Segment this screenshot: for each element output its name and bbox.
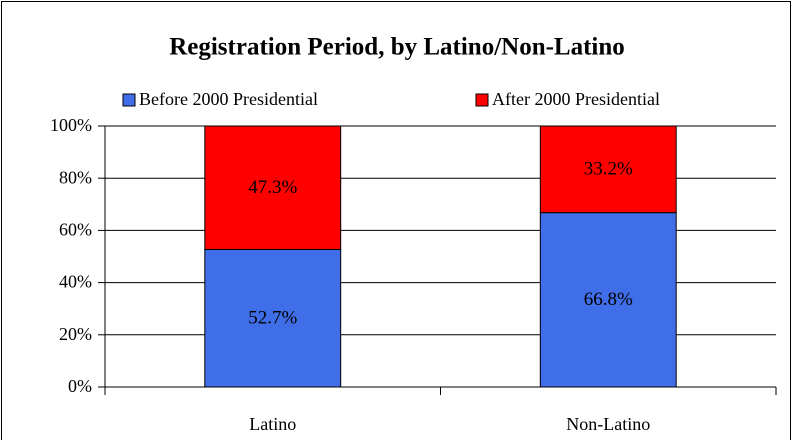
data-label: 66.8%: [584, 289, 633, 310]
y-tick-label: 20%: [59, 324, 92, 344]
bar-segment: [204, 125, 342, 250]
legend-swatch: [475, 93, 489, 107]
y-tick-label: 0%: [68, 376, 92, 396]
y-tick-label: 100%: [50, 115, 92, 135]
x-tick-label: Non-Latino: [566, 414, 650, 434]
data-label: 33.2%: [584, 159, 633, 180]
legend-swatch: [122, 93, 136, 107]
y-tick-label: 60%: [59, 220, 92, 240]
data-label: 47.3%: [248, 177, 297, 198]
chart-title: Registration Period, by Latino/Non-Latin…: [169, 34, 625, 61]
y-tick-label: 40%: [59, 272, 92, 292]
y-tick-label: 80%: [59, 167, 92, 187]
data-label: 52.7%: [248, 308, 297, 329]
legend-label: After 2000 Presidential: [492, 89, 660, 109]
legend-label: Before 2000 Presidential: [139, 89, 318, 109]
bar-segment: [539, 125, 677, 214]
x-tick-label: Latino: [249, 414, 296, 434]
